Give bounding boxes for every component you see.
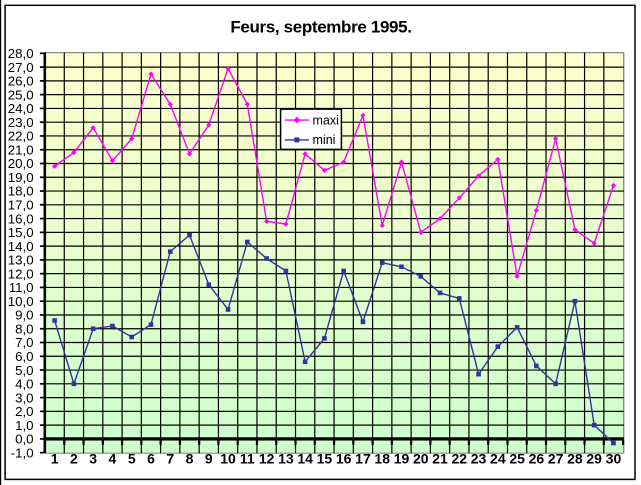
svg-text:18,0: 18,0 (8, 184, 34, 199)
svg-text:28,0: 28,0 (8, 46, 34, 61)
svg-text:3,0: 3,0 (15, 390, 34, 405)
svg-text:11,0: 11,0 (9, 280, 34, 295)
svg-text:28: 28 (567, 450, 583, 466)
svg-text:27,0: 27,0 (8, 60, 34, 75)
svg-text:23: 23 (471, 450, 487, 466)
svg-text:14: 14 (297, 450, 313, 466)
svg-text:25: 25 (509, 450, 525, 466)
svg-text:23,0: 23,0 (8, 115, 34, 130)
svg-text:17: 17 (355, 450, 371, 466)
svg-text:maxi: maxi (313, 113, 339, 127)
svg-text:9,0: 9,0 (15, 308, 34, 323)
svg-text:-1,0: -1,0 (11, 445, 34, 460)
svg-text:13,0: 13,0 (8, 253, 34, 268)
svg-text:Feurs, septembre 1995.: Feurs, septembre 1995. (230, 17, 411, 36)
svg-text:17,0: 17,0 (8, 198, 34, 213)
svg-text:22: 22 (452, 450, 468, 466)
svg-text:4,0: 4,0 (15, 377, 34, 392)
svg-text:24,0: 24,0 (8, 101, 34, 116)
svg-text:mini: mini (313, 133, 336, 147)
svg-text:2: 2 (70, 450, 78, 466)
svg-text:15,0: 15,0 (8, 225, 34, 240)
svg-text:7,0: 7,0 (15, 335, 34, 350)
svg-text:25,0: 25,0 (8, 87, 34, 102)
svg-text:11: 11 (240, 450, 255, 466)
svg-text:20,0: 20,0 (8, 156, 34, 171)
svg-text:18: 18 (374, 450, 390, 466)
svg-text:16: 16 (336, 450, 352, 466)
svg-text:5: 5 (128, 450, 136, 466)
svg-text:21,0: 21,0 (8, 142, 34, 157)
svg-text:1: 1 (51, 450, 59, 466)
svg-text:0,0: 0,0 (15, 432, 34, 447)
svg-text:12,0: 12,0 (8, 266, 34, 281)
svg-text:20: 20 (413, 450, 429, 466)
svg-text:10,0: 10,0 (8, 294, 34, 309)
svg-text:10: 10 (220, 450, 236, 466)
svg-text:16,0: 16,0 (8, 211, 34, 226)
svg-text:13: 13 (278, 450, 294, 466)
svg-text:2,0: 2,0 (15, 404, 34, 419)
svg-text:4: 4 (109, 450, 117, 466)
svg-text:12: 12 (259, 450, 275, 466)
svg-text:6: 6 (147, 450, 155, 466)
svg-text:9: 9 (205, 450, 213, 466)
svg-text:24: 24 (490, 450, 506, 466)
svg-text:26,0: 26,0 (8, 74, 34, 89)
svg-text:29: 29 (586, 450, 602, 466)
svg-text:27: 27 (548, 450, 564, 466)
svg-text:1,0: 1,0 (15, 418, 34, 433)
svg-text:22,0: 22,0 (8, 129, 34, 144)
svg-text:19,0: 19,0 (8, 170, 34, 185)
svg-text:8,0: 8,0 (15, 321, 34, 336)
svg-text:15: 15 (317, 450, 333, 466)
svg-text:19: 19 (394, 450, 410, 466)
svg-text:5,0: 5,0 (15, 363, 34, 378)
svg-text:14,0: 14,0 (8, 239, 34, 254)
svg-text:30: 30 (606, 450, 622, 466)
svg-text:8: 8 (186, 450, 194, 466)
svg-text:7: 7 (166, 450, 174, 466)
svg-text:21: 21 (432, 450, 448, 466)
svg-text:3: 3 (89, 450, 97, 466)
svg-text:6,0: 6,0 (15, 349, 34, 364)
svg-text:26: 26 (529, 450, 545, 466)
